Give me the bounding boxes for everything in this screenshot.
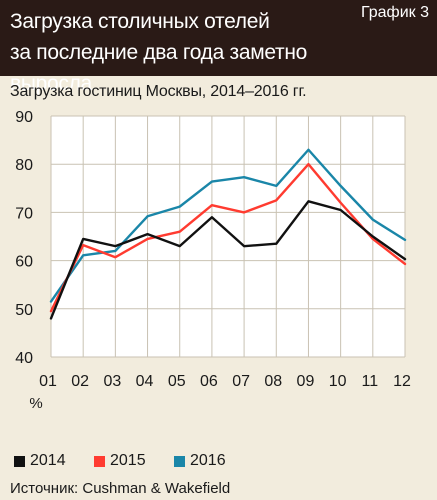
x-tick-label-02: 02 xyxy=(71,373,89,390)
x-tick-label-07: 07 xyxy=(232,373,250,390)
series-line-2014 xyxy=(49,200,407,320)
x-tick-label-10: 10 xyxy=(329,373,347,390)
x-tick-label-09: 09 xyxy=(297,373,315,390)
x-axis-unit-label: % xyxy=(29,395,42,412)
y-tick-label-80: 80 xyxy=(15,157,33,174)
y-tick-label-60: 60 xyxy=(15,254,33,271)
chart-title: Загрузка гостиниц Москвы, 2014–2016 гг. xyxy=(10,83,307,100)
y-tick-label-40: 40 xyxy=(15,350,33,367)
chart-headline: Загрузка столичных отелей за последние д… xyxy=(10,10,308,95)
x-tick-label-12: 12 xyxy=(393,373,411,390)
plot-area xyxy=(51,116,405,357)
x-tick-label-06: 06 xyxy=(200,373,218,390)
x-tick-label-08: 08 xyxy=(264,373,282,390)
legend-label-2015: 2015 xyxy=(110,452,146,469)
legend-swatch-2015 xyxy=(94,456,105,467)
series-line-2016 xyxy=(49,148,407,303)
y-tick-label-90: 90 xyxy=(15,109,33,126)
x-tick-label-03: 03 xyxy=(103,373,121,390)
y-tick-label-70: 70 xyxy=(15,205,33,222)
x-tick-label-04: 04 xyxy=(136,373,154,390)
x-tick-label-05: 05 xyxy=(168,373,186,390)
x-tick-label-01: 01 xyxy=(39,373,57,390)
chart-header: Загрузка столичных отелей за последние д… xyxy=(0,0,437,95)
series-line-2015 xyxy=(49,162,407,313)
source-note: Источник: Cushman & Wakefield xyxy=(10,480,231,497)
legend-swatch-2016 xyxy=(174,456,185,467)
x-tick-label-11: 11 xyxy=(362,373,379,390)
legend-label-2014: 2014 xyxy=(30,452,66,469)
legend-swatch-2014 xyxy=(14,456,25,467)
legend-label-2016: 2016 xyxy=(190,452,226,469)
chart-number-tag: График 3 xyxy=(360,4,429,21)
y-tick-label-50: 50 xyxy=(15,302,33,319)
